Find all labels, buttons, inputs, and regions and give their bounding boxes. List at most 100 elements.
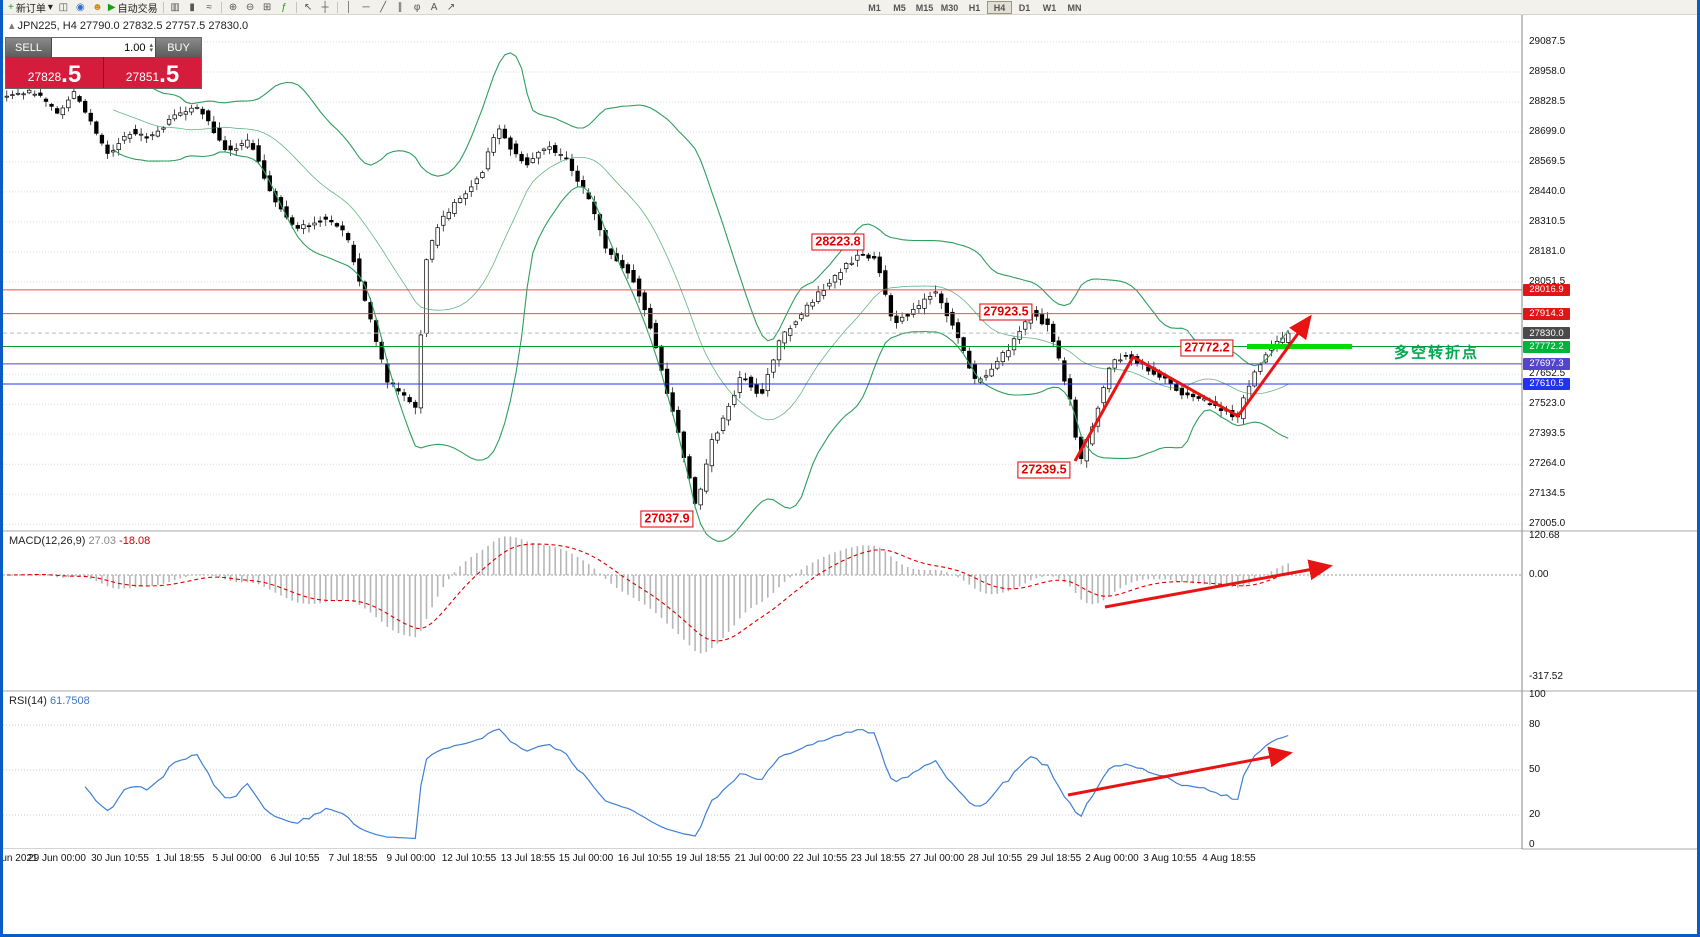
candlestick-chart-icon: ▮	[189, 1, 195, 13]
chart-canvas[interactable]	[3, 15, 1697, 934]
one-click-collapse-icon[interactable]: ▴	[9, 20, 15, 32]
window-frame-right	[1697, 0, 1700, 937]
timeframe-button-d1[interactable]: D1	[1018, 2, 1031, 13]
trade-widget-controls: SELL 1.00 ▴ ▾ BUY	[6, 38, 201, 57]
candlestick-chart-button[interactable]: ▮	[185, 1, 200, 14]
autotrading-icon: ▶	[107, 1, 116, 13]
toolbar-separator	[220, 1, 222, 13]
buy-price-panel[interactable]: 27851.5	[104, 57, 201, 88]
timeframe-toolbar: M1 M5 M15 M30 H1 H4 D1 W1 MN	[862, 1, 1087, 14]
horizontal-line-button[interactable]: ─	[359, 1, 374, 14]
rsi-value: 61.7508	[49, 695, 90, 707]
volume-field[interactable]: 1.00 ▴ ▾	[52, 38, 155, 57]
rsi-axis-label: 0	[1529, 839, 1535, 850]
tile-windows-button[interactable]: ⊞	[260, 1, 275, 14]
sell-price-panel[interactable]: 27828.5	[6, 57, 104, 88]
timeframe-button-m5[interactable]: M5	[893, 2, 906, 13]
toolbar-separator	[336, 1, 338, 13]
volume-increase-icon[interactable]: ▴	[149, 41, 153, 49]
time-axis-label: 4 Aug 18:55	[1202, 853, 1256, 864]
time-axis-label: 25 Jun 2021	[0, 853, 38, 864]
sell-price-main: 27828	[27, 70, 62, 84]
price-axis-label: 29087.5	[1529, 36, 1566, 47]
time-axis-label: 13 Jul 18:55	[500, 853, 556, 864]
time-axis-label: 27 Jul 00:00	[909, 853, 965, 864]
trendline-button[interactable]: ╱	[376, 1, 391, 14]
price-axis-label: 27005.0	[1529, 518, 1566, 530]
price-axis-label: 28310.5	[1529, 215, 1566, 227]
price-axis[interactable]: 29087.5 28958.0 28828.5 28699.0 28569.5 28440…	[1522, 15, 1697, 850]
zoom-out-button[interactable]: ⊖	[243, 1, 258, 14]
vertical-line-button[interactable]: │	[342, 1, 357, 14]
timeframe-button-h4[interactable]: H4	[987, 1, 1012, 14]
time-axis-label: 3 Aug 10:55	[1143, 853, 1197, 864]
indicators-button[interactable]: ƒ	[277, 1, 292, 14]
zoom-out-icon: ⊖	[245, 1, 255, 13]
price-axis-label: 27264.0	[1529, 458, 1566, 470]
toolbar-separator	[162, 1, 164, 13]
time-axis-label: 22 Jul 10:55	[792, 853, 848, 864]
macd-name: MACD(12,26,9)	[9, 535, 86, 547]
new-order-label: 新订单	[15, 3, 46, 15]
rsi-axis-label: 100	[1529, 689, 1546, 700]
volume-decrease-icon[interactable]: ▾	[149, 46, 153, 54]
rsi-axis-label: 50	[1529, 764, 1541, 775]
volume-value[interactable]: 1.00	[124, 41, 146, 54]
equidistant-channel-icon: ∥	[397, 1, 403, 13]
tile-windows-icon: ⊞	[262, 1, 272, 13]
chart-area[interactable]: ▴ JPN225, H4 27790.0 27832.5 27757.5 2783…	[0, 15, 1697, 934]
web-terminal-icon: ◉	[76, 1, 85, 13]
time-axis-label: 30 Jun 10:55	[91, 853, 149, 864]
sell-button[interactable]: SELL	[6, 38, 52, 57]
price-axis-label: 28958.0	[1529, 65, 1566, 77]
time-axis-label: 19 Jul 18:55	[675, 853, 731, 864]
timeframe-button-m1[interactable]: M1	[868, 2, 881, 13]
symbol-ohlc-text: JPN225, H4 27790.0 27832.5 27757.5 27830…	[17, 20, 249, 32]
macd-axis-label: 120.68	[1529, 530, 1560, 542]
rsi-axis-label: 80	[1529, 719, 1541, 730]
timeframe-button-h1[interactable]: H1	[968, 2, 981, 13]
macd-axis-label: -317.52	[1529, 670, 1563, 682]
line-chart-icon: ≈	[206, 1, 212, 13]
toolbar: + 新订单 ▾ ◫ ◉ ☻ ▶ 自动交易 ▥ ▮ ≈ ⊕ ⊖ ⊞ ƒ ↖ ┼ │ ─ ╱ ∥ φ A ↗ M1 M5 M15 M30…	[3, 0, 1697, 15]
line-chart-button[interactable]: ≈	[202, 1, 217, 14]
web-terminal-button[interactable]: ◉	[73, 1, 88, 14]
window-frame-bottom	[0, 934, 1700, 937]
time-axis-label: 29 Jul 18:55	[1026, 853, 1082, 864]
autotrading-button[interactable]: ▶ 自动交易	[107, 1, 159, 15]
volume-steppers: ▴ ▾	[149, 41, 153, 54]
price-axis-label: 28828.5	[1529, 95, 1566, 107]
window-frame-left	[0, 0, 3, 937]
bars-chart-button[interactable]: ▥	[168, 1, 183, 14]
price-axis-label: 28051.5	[1529, 275, 1566, 287]
time-axis-label: 1 Jul 18:55	[155, 853, 205, 864]
arrows-tool-icon: ↗	[446, 1, 456, 13]
price-axis-label: 27134.5	[1529, 488, 1566, 500]
timeframe-button-m15[interactable]: M15	[915, 2, 934, 13]
time-axis-label: 16 Jul 10:55	[617, 853, 673, 864]
charts-button[interactable]: ◫	[56, 1, 71, 14]
dropdown-caret-icon: ▾	[47, 1, 53, 13]
new-order-button[interactable]: + 新订单 ▾	[7, 1, 54, 15]
zoom-in-button[interactable]: ⊕	[226, 1, 241, 14]
rsi-indicator-label: RSI(14) 61.7508	[9, 695, 90, 707]
community-button[interactable]: ☻	[90, 1, 105, 14]
timeframe-button-m30[interactable]: M30	[940, 2, 959, 13]
buy-button[interactable]: BUY	[155, 38, 201, 57]
crosshair-button[interactable]: ┼	[318, 1, 333, 14]
price-axis-label: 27652.5	[1529, 368, 1566, 380]
time-axis-label: 7 Jul 18:55	[328, 853, 378, 864]
arrows-tool-button[interactable]: ↗	[444, 1, 459, 14]
fibonacci-button[interactable]: φ	[410, 1, 425, 14]
buy-price-pips: .5	[159, 61, 180, 88]
price-level-badge: 27697.3	[1523, 357, 1570, 370]
rsi-axis-label: 20	[1529, 809, 1541, 820]
time-axis-label: 15 Jul 00:00	[558, 853, 614, 864]
text-label-button[interactable]: A	[427, 1, 442, 14]
price-axis-label: 28569.5	[1529, 155, 1566, 167]
cursor-button[interactable]: ↖	[301, 1, 316, 14]
timeframe-button-w1[interactable]: W1	[1042, 2, 1057, 13]
equidistant-channel-button[interactable]: ∥	[393, 1, 408, 14]
timeframe-button-mn[interactable]: MN	[1067, 2, 1082, 13]
